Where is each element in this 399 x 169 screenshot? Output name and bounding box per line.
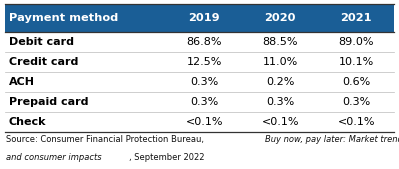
Text: Prepaid card: Prepaid card xyxy=(9,97,88,107)
Text: 0.3%: 0.3% xyxy=(190,77,219,87)
Text: 11.0%: 11.0% xyxy=(263,57,298,67)
Text: Payment method: Payment method xyxy=(9,13,118,23)
Text: 0.3%: 0.3% xyxy=(342,97,370,107)
Text: 2019: 2019 xyxy=(189,13,220,23)
Text: Buy now, pay later: Market trends: Buy now, pay later: Market trends xyxy=(265,135,399,144)
Text: Source: Consumer Financial Protection Bureau,: Source: Consumer Financial Protection Bu… xyxy=(6,135,207,144)
Text: 10.1%: 10.1% xyxy=(339,57,374,67)
Bar xyxy=(5,32,394,52)
Bar xyxy=(5,52,394,72)
Text: 0.2%: 0.2% xyxy=(266,77,294,87)
Text: Credit card: Credit card xyxy=(9,57,78,67)
Text: , September 2022: , September 2022 xyxy=(129,153,205,162)
Text: 86.8%: 86.8% xyxy=(187,37,222,47)
Text: 0.3%: 0.3% xyxy=(266,97,294,107)
Bar xyxy=(5,72,394,92)
Text: 88.5%: 88.5% xyxy=(263,37,298,47)
Bar xyxy=(5,92,394,112)
Text: Check: Check xyxy=(9,117,46,127)
Text: 0.3%: 0.3% xyxy=(190,97,219,107)
Text: 2021: 2021 xyxy=(340,13,372,23)
Text: and consumer impacts: and consumer impacts xyxy=(6,153,102,162)
Bar xyxy=(5,112,394,132)
Bar xyxy=(5,4,394,32)
Text: <0.1%: <0.1% xyxy=(186,117,223,127)
Text: ACH: ACH xyxy=(9,77,35,87)
Text: <0.1%: <0.1% xyxy=(338,117,375,127)
Text: Debit card: Debit card xyxy=(9,37,74,47)
Text: 0.6%: 0.6% xyxy=(342,77,370,87)
Text: 89.0%: 89.0% xyxy=(338,37,374,47)
Text: 12.5%: 12.5% xyxy=(187,57,222,67)
Text: 2020: 2020 xyxy=(265,13,296,23)
Text: <0.1%: <0.1% xyxy=(262,117,299,127)
